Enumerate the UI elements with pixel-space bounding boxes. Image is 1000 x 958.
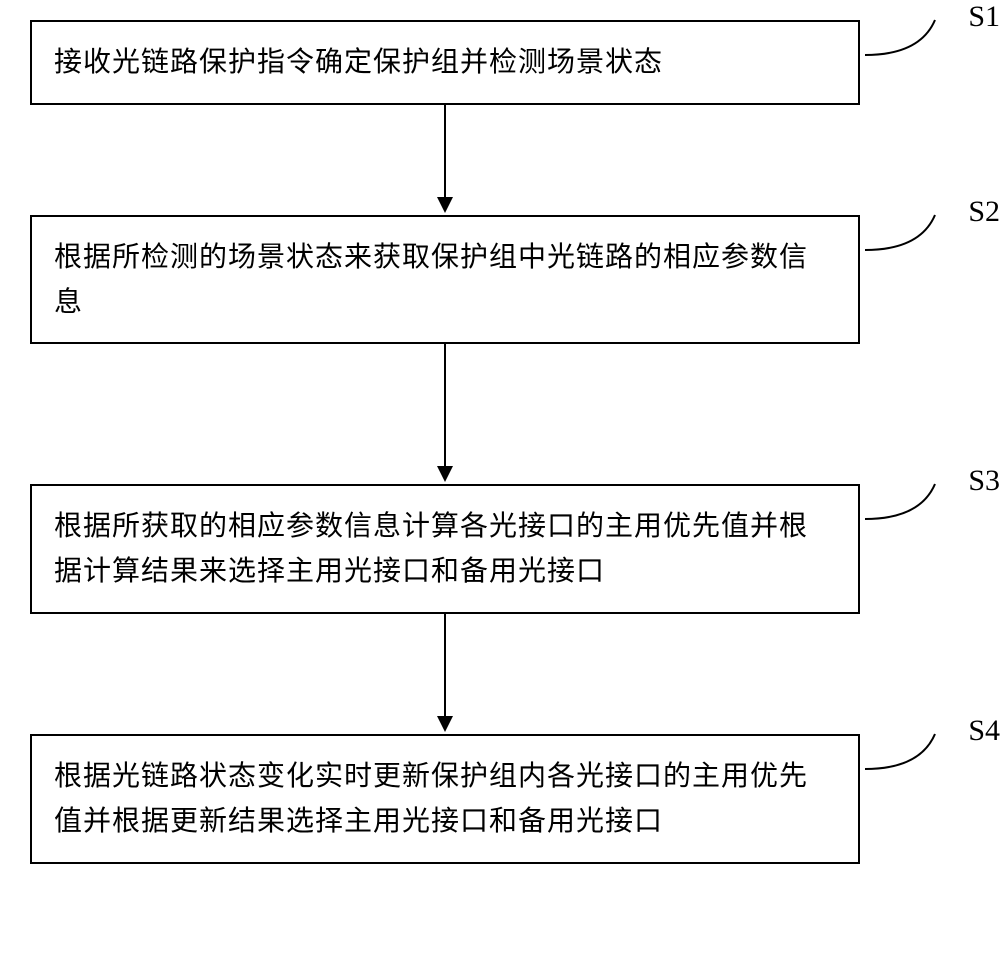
label-connector-s200 [865, 205, 985, 255]
arrow-s300-s400 [30, 614, 860, 734]
step-label: S400 [968, 714, 1000, 748]
label-connector-s400 [865, 724, 985, 774]
arrow-s200-s300 [30, 344, 860, 484]
step-box: 根据光链路状态变化实时更新保护组内各光接口的主用优先值并根据更新结果选择主用光接… [30, 734, 860, 864]
step-box: 根据所检测的场景状态来获取保护组中光链路的相应参数信息 [30, 215, 860, 345]
label-connector-s100 [865, 10, 985, 60]
step-label: S300 [968, 464, 1000, 498]
flowchart-container: S100 接收光链路保护指令确定保护组并检测场景状态 S200 根据所检测的场景… [30, 20, 970, 864]
step-s200: S200 根据所检测的场景状态来获取保护组中光链路的相应参数信息 [30, 215, 970, 345]
step-box: 根据所获取的相应参数信息计算各光接口的主用优先值并根据计算结果来选择主用光接口和… [30, 484, 860, 614]
step-s400: S400 根据光链路状态变化实时更新保护组内各光接口的主用优先值并根据更新结果选… [30, 734, 970, 864]
step-s300: S300 根据所获取的相应参数信息计算各光接口的主用优先值并根据计算结果来选择主… [30, 484, 970, 614]
step-box: 接收光链路保护指令确定保护组并检测场景状态 [30, 20, 860, 105]
step-label: S100 [968, 0, 1000, 34]
step-s100: S100 接收光链路保护指令确定保护组并检测场景状态 [30, 20, 970, 105]
arrow-s100-s200 [30, 105, 860, 215]
step-label: S200 [968, 195, 1000, 229]
label-connector-s300 [865, 474, 985, 524]
